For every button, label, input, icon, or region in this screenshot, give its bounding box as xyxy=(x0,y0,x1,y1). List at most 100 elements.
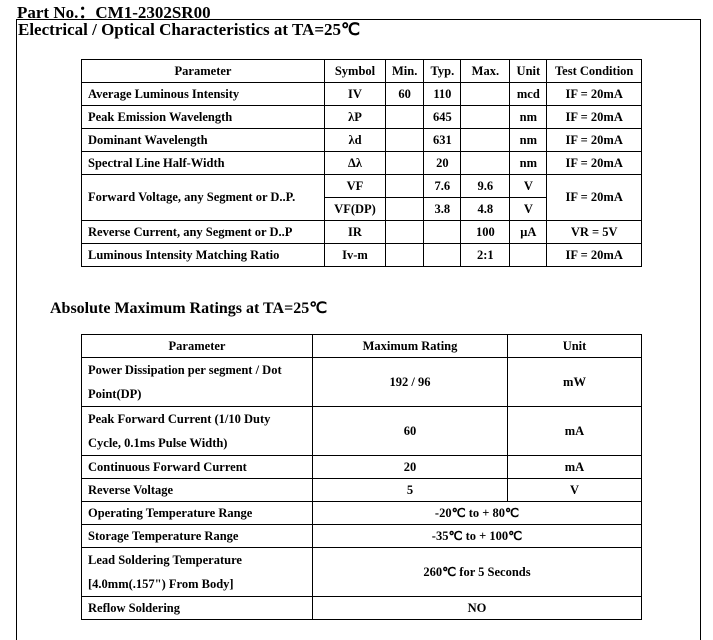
table-cell: Lead Soldering Temperature [4.0mm(.157")… xyxy=(81,547,313,597)
table-cell: IF = 20mA xyxy=(546,151,642,175)
table-row: Reverse Voltage 5 V xyxy=(81,478,642,502)
table-cell: Reverse Current, any Segment or D..P xyxy=(81,220,325,244)
table-cell: 60 xyxy=(312,406,508,456)
table-cell: VF(DP) xyxy=(324,197,386,221)
table-cell: Peak Emission Wavelength xyxy=(81,105,325,129)
table-cell xyxy=(509,243,548,267)
table-cell: 20 xyxy=(423,151,462,175)
table-cell xyxy=(423,220,462,244)
header-cell: Parameter xyxy=(81,334,313,358)
table-cell: IV xyxy=(324,82,386,106)
table-cell: NO xyxy=(312,596,642,620)
section-title-absolute-max: Absolute Maximum Ratings at TA=25℃ xyxy=(50,300,328,317)
table-cell: 631 xyxy=(423,128,462,152)
table-row: Lead Soldering Temperature [4.0mm(.157")… xyxy=(81,547,642,597)
table-cell: Continuous Forward Current xyxy=(81,455,313,479)
table-row: Spectral Line Half-Width Δλ 20 nm IF = 20mA xyxy=(81,151,642,175)
table-cell: 3.8 xyxy=(423,197,462,221)
table-cell: V xyxy=(509,174,548,198)
table-cell: mA xyxy=(507,455,642,479)
table-row: Reflow Soldering NO xyxy=(81,596,642,620)
table-cell: VF xyxy=(324,174,386,198)
table-cell: -35℃ to + 100℃ xyxy=(312,524,642,548)
table-row: Continuous Forward Current 20 mA xyxy=(81,455,642,479)
table-cell: Reverse Voltage xyxy=(81,478,313,502)
table-cell xyxy=(384,174,425,198)
table-cell: -20℃ to + 80℃ xyxy=(312,501,642,525)
table-cell: nm xyxy=(509,105,548,129)
table-cell: Luminous Intensity Matching Ratio xyxy=(81,243,325,267)
table-cell xyxy=(384,128,425,152)
table-cell: 60 xyxy=(384,82,425,106)
table-cell xyxy=(384,105,425,129)
table-cell xyxy=(460,128,511,152)
table-cell: 5 xyxy=(312,478,508,502)
header-cell: Symbol xyxy=(324,59,386,83)
table-cell: VR = 5V xyxy=(546,220,642,244)
table-cell xyxy=(460,151,511,175)
table-row: Peak Forward Current (1/10 Duty Cycle, 0… xyxy=(81,406,642,456)
table-cell: 100 xyxy=(460,220,511,244)
table-row: Operating Temperature Range -20℃ to + 80℃ xyxy=(81,501,642,525)
table-cell: mcd xyxy=(509,82,548,106)
header-cell: Unit xyxy=(509,59,548,83)
table-cell: 110 xyxy=(423,82,462,106)
table-cell: V xyxy=(507,478,642,502)
table-cell: Power Dissipation per segment / Dot Poin… xyxy=(81,357,313,407)
table-cell xyxy=(460,82,511,106)
table-cell: IF = 20mA xyxy=(546,128,642,152)
table-cell: mA xyxy=(507,406,642,456)
table-cell: nm xyxy=(509,151,548,175)
table-row: Storage Temperature Range -35℃ to + 100℃ xyxy=(81,524,642,548)
table-cell: Reflow Soldering xyxy=(81,596,313,620)
table-cell: λd xyxy=(324,128,386,152)
table-cell: V xyxy=(509,197,548,221)
table-cell: Iv-m xyxy=(324,243,386,267)
header-cell: Typ. xyxy=(423,59,462,83)
table-cell: IF = 20mA xyxy=(546,105,642,129)
table-cell: IF = 20mA xyxy=(546,243,642,267)
table-cell: Peak Forward Current (1/10 Duty Cycle, 0… xyxy=(81,406,313,456)
table-row: Reverse Current, any Segment or D..P IR 10… xyxy=(81,220,642,244)
header-cell: Maximum Rating xyxy=(312,334,508,358)
table-cell xyxy=(423,243,462,267)
table-cell xyxy=(384,220,425,244)
table-row: Peak Emission Wavelength λP 645 nm IF = 20mA xyxy=(81,105,642,129)
table-cell: nm xyxy=(509,128,548,152)
table-cell: 20 xyxy=(312,455,508,479)
table-cell: Operating Temperature Range xyxy=(81,501,313,525)
table-cell: 645 xyxy=(423,105,462,129)
table-row: Forward Voltage, any Segment or D..P. VF 7… xyxy=(81,174,642,221)
table-cell: mW xyxy=(507,357,642,407)
table-row: Dominant Wavelength λd 631 nm IF = 20mA xyxy=(81,128,642,152)
table-cell xyxy=(384,151,425,175)
absolute-max-ratings-table: Parameter Maximum Rating Unit Power Diss… xyxy=(81,334,642,620)
header-cell: Unit xyxy=(507,334,642,358)
table-cell: 7.6 xyxy=(423,174,462,198)
table-cell: 2:1 xyxy=(460,243,511,267)
table-cell: μA xyxy=(509,220,548,244)
table-cell: IR xyxy=(324,220,386,244)
header-cell: Test Condition xyxy=(546,59,642,83)
table-cell: IF = 20mA xyxy=(546,174,642,221)
table-cell xyxy=(384,243,425,267)
table-row: Luminous Intensity Matching Ratio Iv-m 2:1… xyxy=(81,243,642,267)
header-cell: Parameter xyxy=(81,59,325,83)
table-cell: Average Luminous Intensity xyxy=(81,82,325,106)
table-header-row: Parameter Maximum Rating Unit xyxy=(81,334,642,358)
part-number: Part No.：CM1-2302SR00 xyxy=(17,3,211,22)
table-cell: IF = 20mA xyxy=(546,82,642,106)
table-cell xyxy=(460,105,511,129)
table-header-row: Parameter Symbol Min. Typ. Max. Unit Tes… xyxy=(81,59,642,83)
table-cell: 4.8 xyxy=(460,197,511,221)
table-row: Average Luminous Intensity IV 60 110 mcd IF =… xyxy=(81,82,642,106)
content-frame xyxy=(16,19,701,640)
table-cell: 260℃ for 5 Seconds xyxy=(312,547,642,597)
electrical-optical-table: Parameter Symbol Min. Typ. Max. Unit Tes… xyxy=(81,59,642,267)
table-cell xyxy=(384,197,425,221)
table-cell: λP xyxy=(324,105,386,129)
table-row: Power Dissipation per segment / Dot Poin… xyxy=(81,357,642,407)
table-cell: 192 / 96 xyxy=(312,357,508,407)
section-title-electrical: Electrical / Optical Characteristics at … xyxy=(18,20,361,39)
header-cell: Max. xyxy=(460,59,511,83)
